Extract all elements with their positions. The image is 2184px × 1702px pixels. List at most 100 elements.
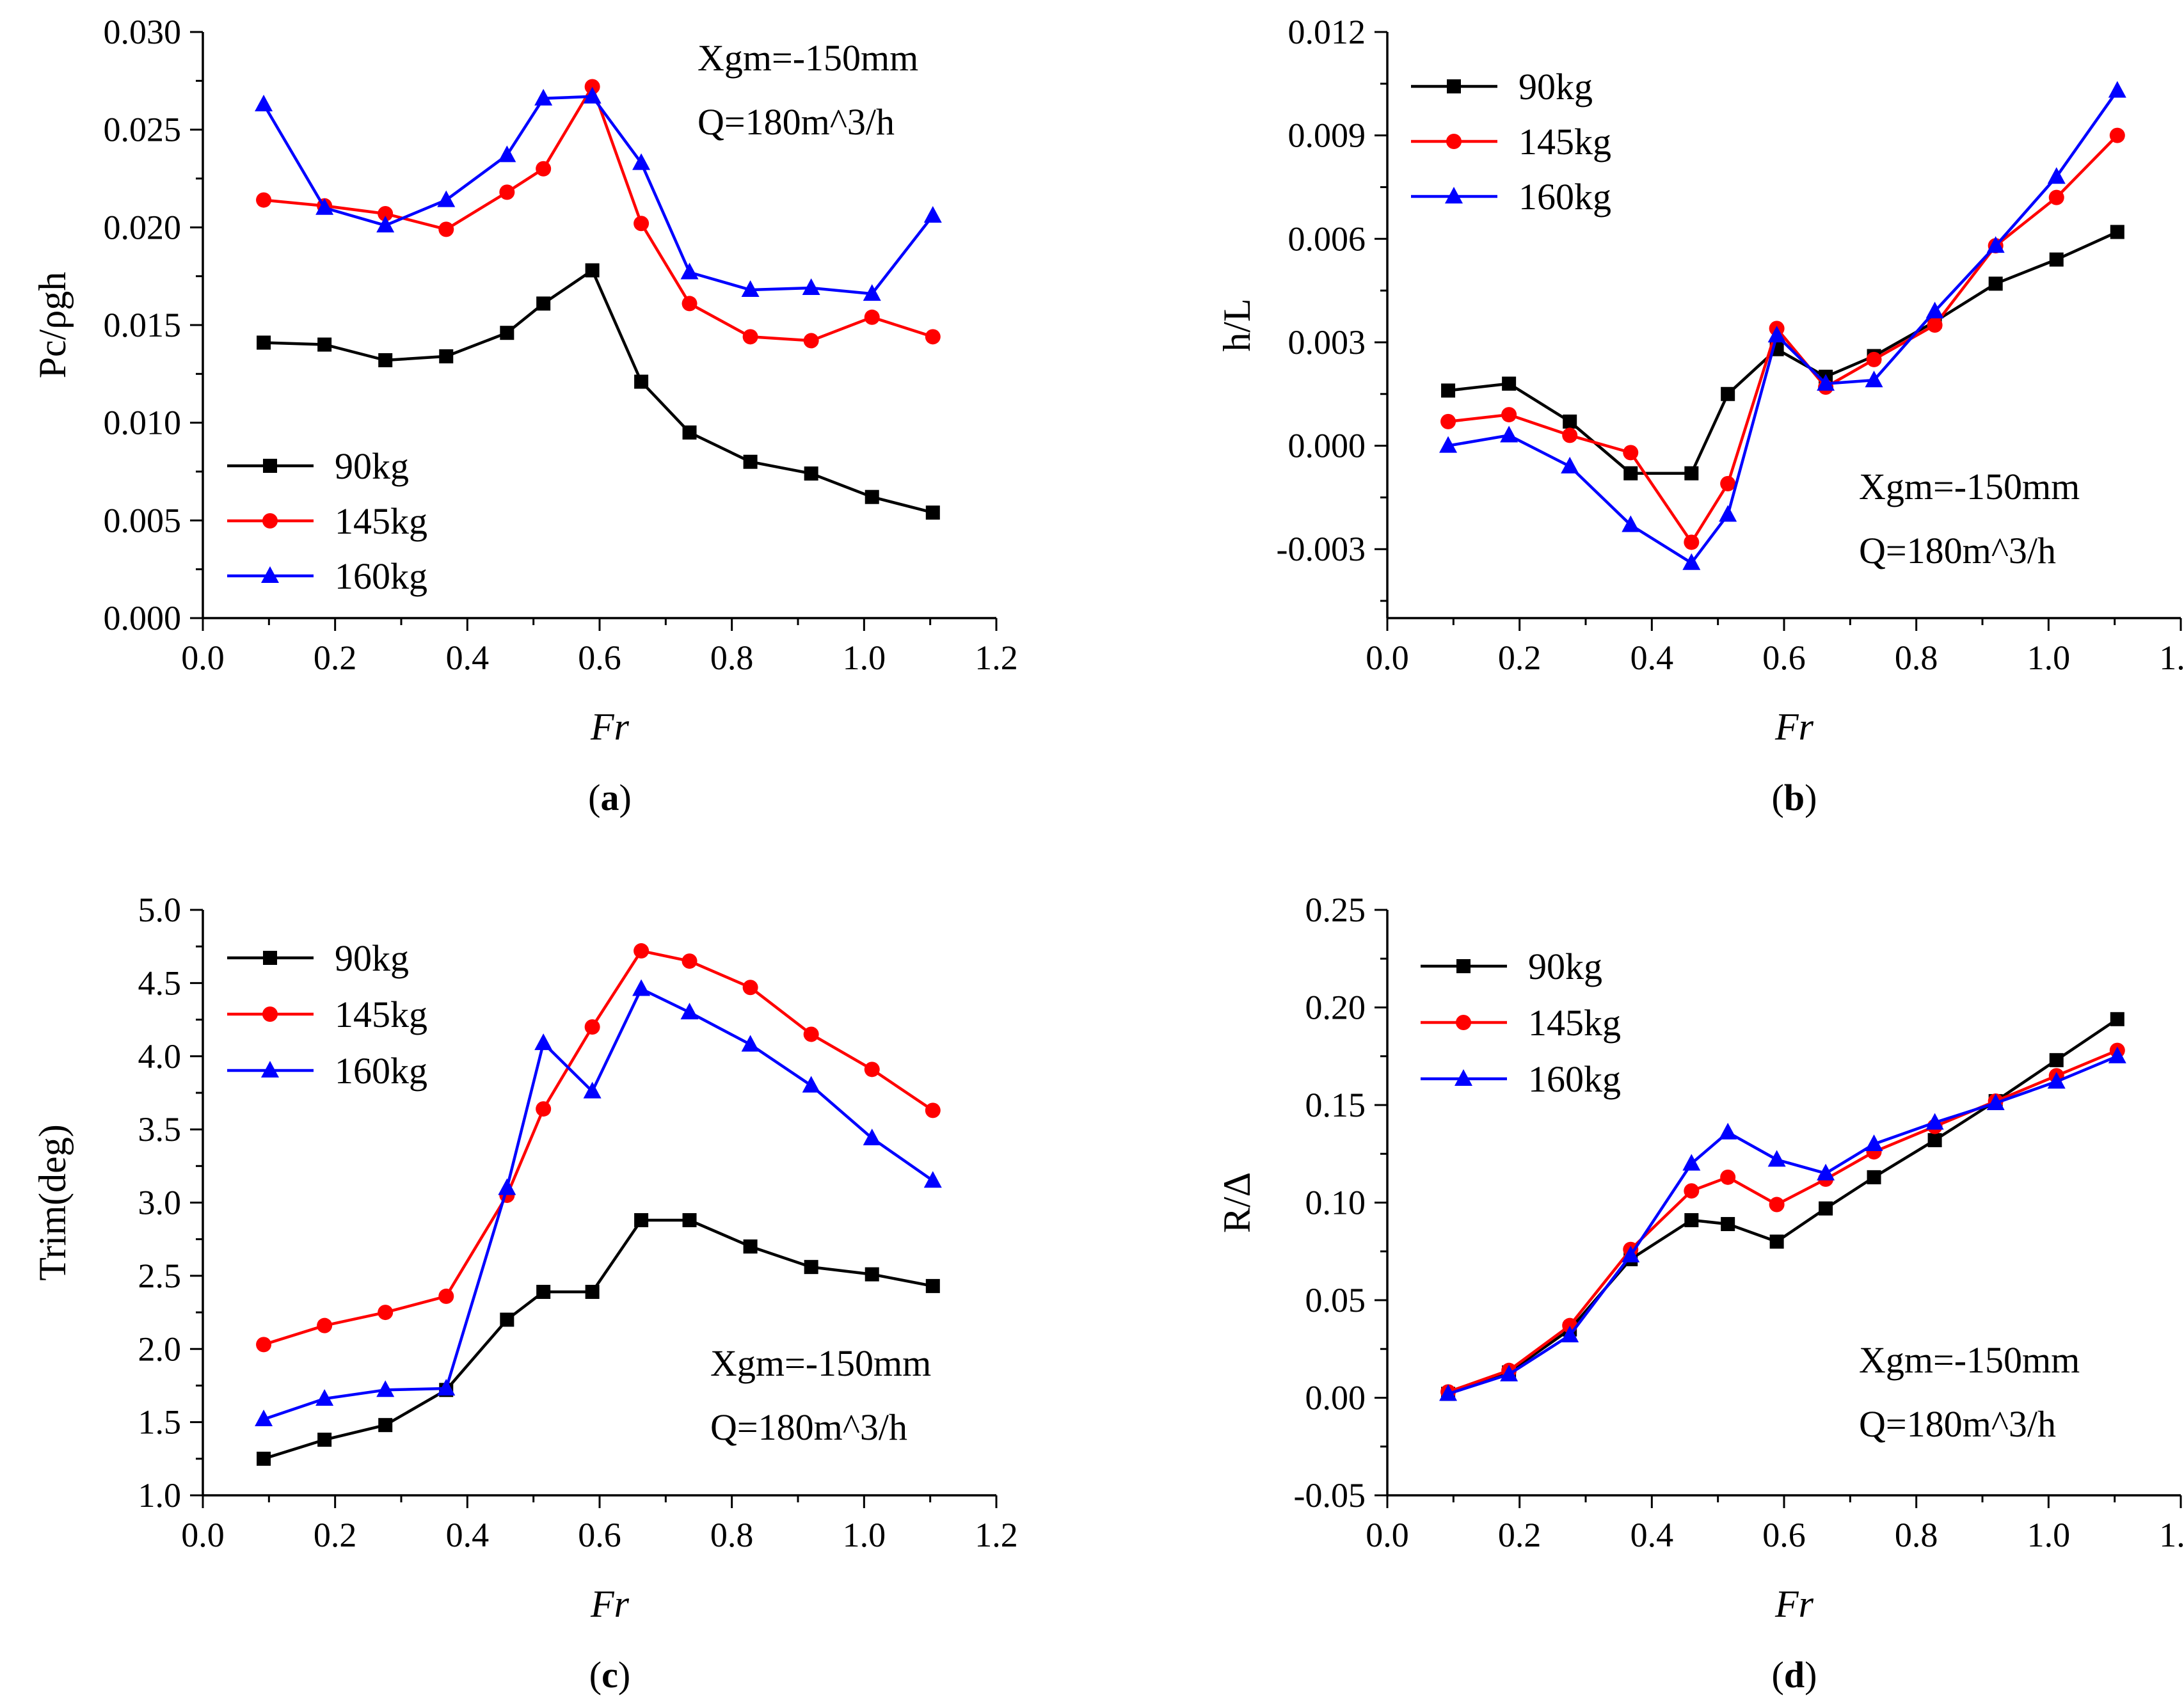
x-tick-label: 0.2 (314, 639, 357, 677)
data-point (634, 943, 650, 959)
panel-caption-letter: d (1784, 1654, 1805, 1696)
data-point (742, 329, 758, 345)
y-tick-label: 0.020 (104, 208, 182, 246)
panel-caption: (a) (588, 777, 632, 818)
data-point (1721, 386, 1735, 401)
data-point (255, 94, 273, 111)
y-axis-title: h/L (1216, 298, 1258, 351)
annotation-text: Q=180m^3/h (710, 1406, 907, 1448)
data-point (378, 1418, 393, 1433)
legend: 90kg 145kg 160kg (1411, 66, 1611, 218)
data-point (317, 1317, 333, 1333)
data-point (1767, 1150, 1786, 1167)
data-point (1925, 1113, 1944, 1130)
data-point (2110, 225, 2124, 239)
x-tick-label: 1.2 (2159, 1516, 2184, 1554)
data-point (256, 192, 272, 208)
data-point (863, 1128, 881, 1145)
x-tick-label: 1.2 (2159, 639, 2184, 677)
data-point (378, 1305, 394, 1321)
y-tick-label: 0.15 (1305, 1086, 1366, 1124)
data-point (1563, 414, 1577, 429)
data-point (376, 216, 395, 233)
x-axis-title: Fr (1774, 1583, 1814, 1625)
y-tick-label: 0.025 (104, 111, 182, 149)
data-point (863, 284, 881, 301)
x-tick-label: 0.8 (710, 1516, 754, 1554)
legend-marker (262, 1006, 278, 1022)
data-point (437, 1379, 456, 1396)
data-point (925, 505, 940, 520)
legend-label: 90kg (335, 937, 409, 979)
legend: 90kg 145kg 160kg (1421, 946, 1621, 1100)
legend-marker (263, 951, 277, 965)
legend-marker (262, 513, 278, 529)
data-point (925, 1278, 940, 1293)
data-point (743, 454, 758, 469)
x-tick-label: 1.2 (975, 639, 1018, 677)
y-tick-label: 0.003 (1288, 323, 1366, 362)
data-point (2049, 252, 2064, 267)
data-point (585, 1285, 600, 1300)
x-tick-label: 0.2 (1498, 1516, 1542, 1554)
data-point (584, 1019, 600, 1035)
data-point (1682, 1154, 1701, 1171)
data-point (534, 1033, 553, 1051)
data-point (1865, 370, 1883, 388)
data-point (865, 489, 879, 504)
data-point (1721, 1217, 1735, 1232)
data-point (680, 1003, 699, 1020)
legend-marker (261, 1061, 279, 1078)
y-tick-label: 0.006 (1288, 219, 1366, 258)
data-point (1684, 1183, 1700, 1199)
legend-marker (263, 459, 277, 473)
data-point (1622, 515, 1640, 532)
annotation-text: Q=180m^3/h (697, 101, 895, 143)
data-point (376, 1380, 395, 1397)
data-point (1623, 466, 1638, 481)
data-point (1500, 1364, 1518, 1381)
data-point (1622, 1245, 1640, 1262)
y-tick-label: 4.0 (138, 1037, 182, 1076)
y-tick-label: 0.015 (104, 306, 182, 344)
data-point (743, 1239, 758, 1254)
x-tick-label: 0.8 (710, 639, 754, 677)
data-point (1684, 1213, 1699, 1227)
data-point (536, 296, 551, 311)
x-tick-label: 0.8 (1895, 639, 1938, 677)
data-point (1988, 276, 2003, 291)
y-tick-label: 3.0 (138, 1184, 182, 1222)
data-point (1682, 553, 1701, 570)
data-point (1866, 351, 1882, 367)
data-point (682, 953, 697, 969)
data-point (536, 1101, 552, 1117)
data-point (315, 1389, 334, 1406)
data-point (498, 1178, 516, 1195)
data-point (1719, 1122, 1737, 1140)
y-tick-label: 0.20 (1305, 989, 1366, 1027)
x-tick-label: 0.6 (578, 1516, 621, 1554)
data-point (1927, 317, 1943, 333)
data-point (864, 309, 880, 325)
y-tick-label: 0.10 (1305, 1184, 1366, 1222)
chart-panel-d: 0.0 0.2 0.4 0.6 0.8 1.0 1.2 -0.05 0.00 0.05 0.10 0.… (1216, 891, 2184, 1696)
data-point (1720, 475, 1736, 491)
x-tick-label: 0.6 (1762, 639, 1806, 677)
data-point (2110, 1012, 2124, 1026)
data-point (1867, 1170, 1881, 1184)
data-point (2108, 81, 2126, 98)
data-point (923, 1171, 942, 1188)
data-point (2048, 189, 2064, 205)
y-tick-label: 0.25 (1305, 891, 1366, 929)
data-point (583, 86, 602, 104)
legend-label: 160kg (335, 555, 427, 597)
legend-marker (261, 566, 279, 583)
data-point (378, 205, 394, 221)
data-point (257, 1451, 271, 1466)
data-point (804, 1260, 818, 1275)
x-tick-label: 1.0 (843, 639, 886, 677)
legend-label: 90kg (1518, 66, 1593, 107)
legend-label: 90kg (1528, 946, 1602, 987)
x-tick-label: 0.6 (1762, 1516, 1806, 1554)
legend-marker (1455, 1069, 1472, 1086)
